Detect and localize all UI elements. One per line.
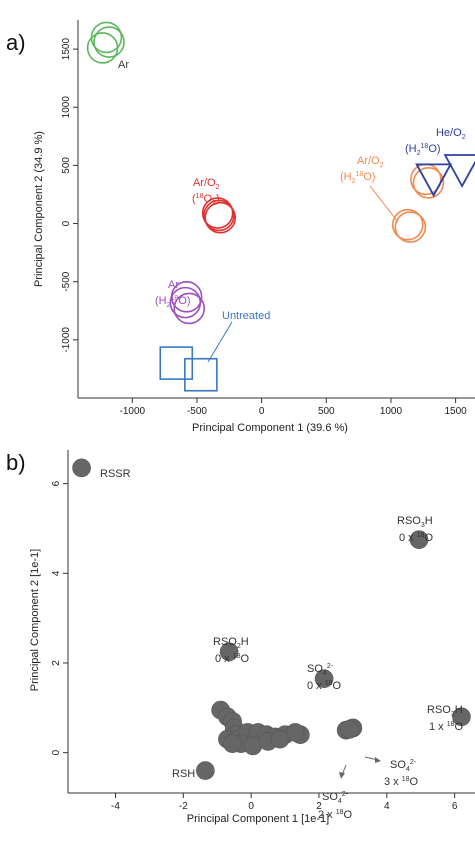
annotation-ar-o2-18o2: Ar/O2 (18O2) (192, 177, 220, 207)
data-point-square (185, 359, 217, 391)
svg-text:RSO3H: RSO3H (427, 704, 463, 718)
data-point-square (160, 347, 192, 379)
svg-text:He/O2: He/O2 (436, 127, 466, 141)
arrow-head-so4-3 (375, 757, 381, 763)
annotation-untreated-leader (208, 322, 232, 362)
label-so4-3: SO42- 3 x 18O (384, 759, 419, 788)
panel-label-a: a) (6, 30, 26, 55)
data-point-circle (395, 212, 425, 242)
x-tick-label-b: 4 (384, 801, 390, 812)
svg-text:0 x 18O: 0 x 18O (399, 532, 434, 544)
panel-label-b: b) (6, 450, 26, 475)
x-tick-label-b: -2 (179, 801, 188, 812)
svg-text:SO42-: SO42- (390, 759, 417, 773)
y-tick-label-b: 2 (51, 660, 62, 666)
x-tick-label-b: -4 (111, 801, 120, 812)
svg-text:2 x 18O: 2 x 18O (318, 809, 353, 821)
annotation-ar-o2-h218o: Ar/O2 (H218O) (340, 155, 384, 185)
x-tick-label-a: 1500 (444, 406, 467, 417)
y-tick-label-a: 1000 (61, 96, 72, 119)
svg-text:SO42-: SO42- (322, 791, 349, 805)
y-tick-label-a: 0 (61, 220, 72, 226)
svg-text:Ar/O2: Ar/O2 (193, 177, 220, 191)
x-axis-label-b: Principal Component 1 [1e-1] (187, 813, 329, 825)
annotation-ar: Ar (118, 59, 129, 71)
svg-text:1 x 18O: 1 x 18O (429, 721, 464, 733)
x-tick-label-b: 0 (248, 801, 254, 812)
svg-text:(H218O): (H218O) (340, 171, 376, 185)
x-tick-label-a: -500 (187, 406, 207, 417)
annotation-he-o2-h218o: He/O2 (H218O) (405, 127, 466, 157)
data-point (223, 735, 241, 753)
x-axis-label-a: Principal Component 1 (39.6 %) (192, 422, 348, 434)
annotation-untreated: Untreated (222, 310, 270, 322)
chart-a: -1000 -500 0 500 1000 1500 -1000 -500 0 500 1000 15… (33, 20, 475, 434)
label-rso3h-0: RSO3H 0 x 18O (397, 515, 434, 544)
svg-text:Ar/O2: Ar/O2 (357, 155, 384, 169)
y-tick-label-b: 6 (51, 480, 62, 486)
svg-text:Ar: Ar (168, 279, 179, 291)
y-axis-label-b: Principal Component 2 [1e-1] (29, 549, 41, 691)
y-tick-label-b: 0 (51, 749, 62, 755)
y-tick-label-a: -1000 (61, 327, 72, 353)
y-tick-label-a: -500 (61, 271, 72, 291)
x-tick-label-a: 0 (259, 406, 265, 417)
arrow-head-so4-2 (339, 772, 345, 779)
x-tick-label-a: 1000 (380, 406, 403, 417)
data-point (341, 720, 359, 738)
svg-text:(18O2): (18O2) (192, 193, 220, 207)
y-tick-label-a: 500 (61, 157, 72, 174)
svg-text:RSO2H: RSO2H (213, 636, 249, 650)
x-tick-label-b: 6 (452, 801, 458, 812)
svg-text:0 x 18O: 0 x 18O (215, 653, 250, 665)
x-tick-label-a: -1000 (120, 406, 146, 417)
annotation-ar-o2-h218o-leader (370, 186, 398, 222)
svg-text:3 x 18O: 3 x 18O (384, 776, 419, 788)
label-so4-2: SO42- 2 x 18O (318, 791, 353, 821)
data-point-circle (88, 33, 118, 63)
label-rssr: RSSR (100, 468, 131, 480)
svg-text:0 x 18O: 0 x 18O (307, 680, 342, 692)
data-point (73, 459, 91, 477)
data-point (196, 762, 214, 780)
x-tick-label-a: 500 (318, 406, 335, 417)
svg-text:RSO3H: RSO3H (397, 515, 433, 529)
y-tick-label-b: 4 (51, 570, 62, 576)
data-point (286, 723, 304, 741)
y-tick-label-a: 1500 (61, 38, 72, 61)
svg-text:(H218O): (H218O) (405, 143, 441, 157)
label-rsh: RSH (172, 768, 195, 780)
y-axis-label-a: Principal Component 2 (34.9 %) (33, 131, 45, 287)
data-point-triangle (445, 155, 475, 186)
